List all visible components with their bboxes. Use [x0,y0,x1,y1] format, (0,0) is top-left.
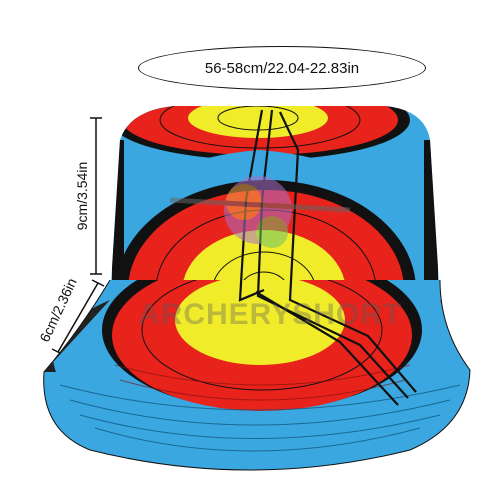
circumference-label: 56-58cm/22.04-22.83in [138,46,426,90]
arrow-lines [238,109,417,406]
hat-crown [110,106,440,300]
circumference-text: 56-58cm/22.04-22.83in [204,59,360,77]
hat-brim [43,280,470,470]
logo-mark [169,176,351,248]
watermark-text: ARCHERYSHORT [138,298,403,331]
dimension-line-icon [51,117,105,356]
